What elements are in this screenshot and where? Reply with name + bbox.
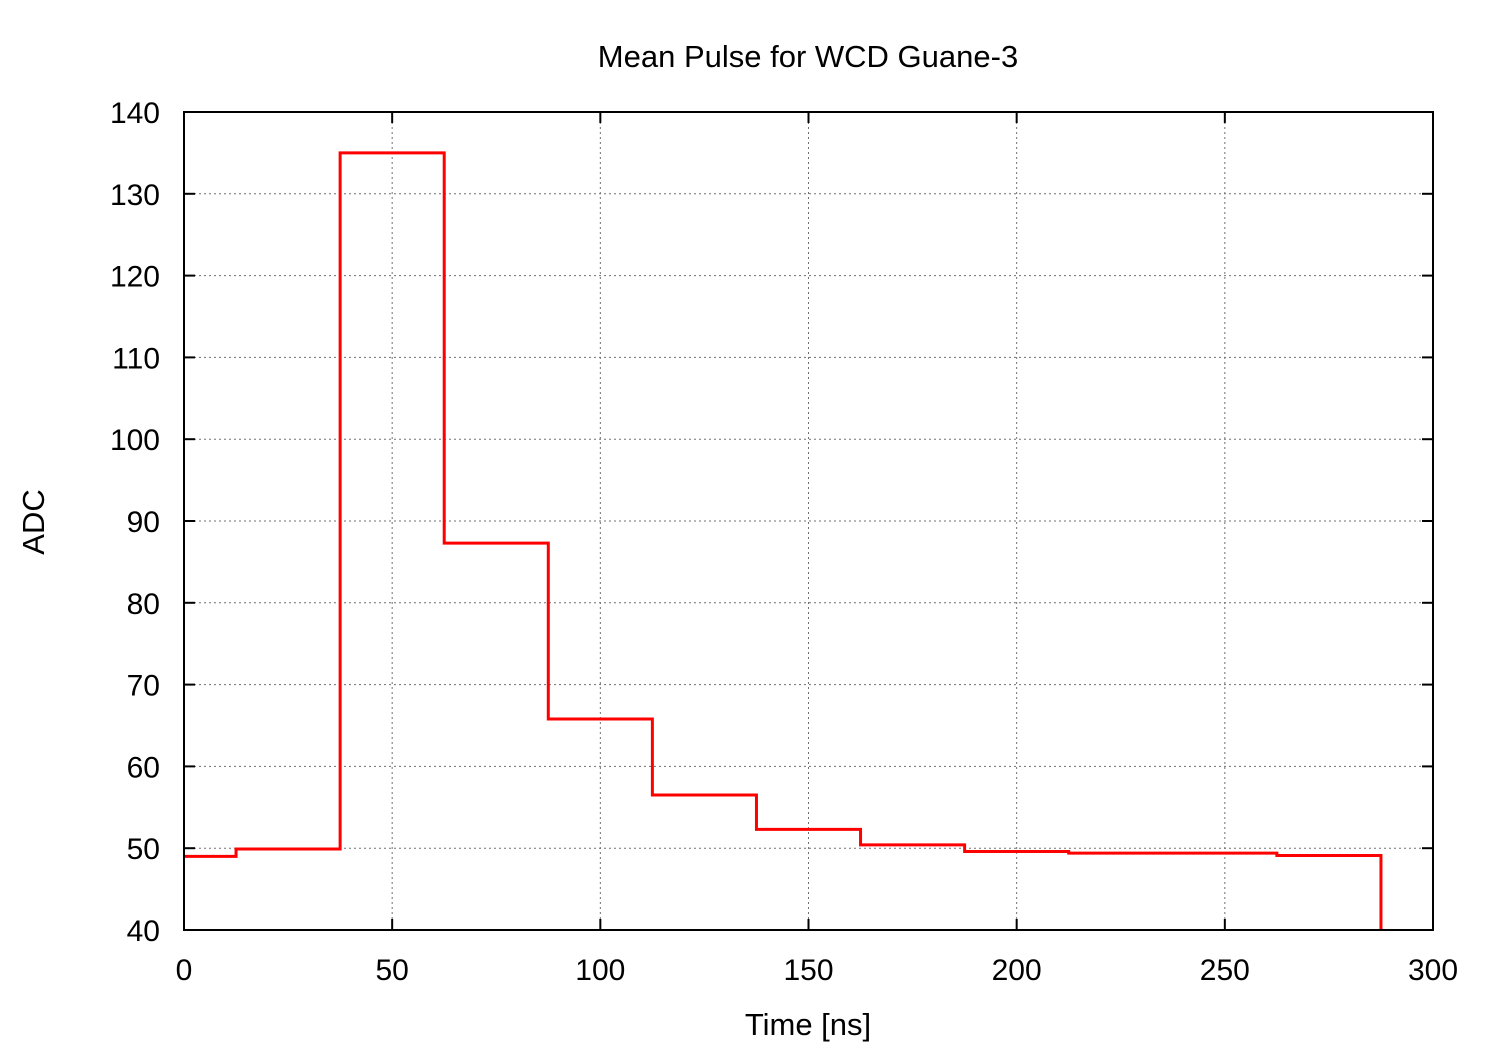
y-axis-title: ADC — [16, 489, 51, 554]
y-tick-label: 60 — [127, 751, 160, 784]
x-axis-title: Time [ns] — [745, 1007, 871, 1042]
x-tick-label: 150 — [783, 954, 833, 987]
y-tick-label: 70 — [127, 670, 160, 703]
y-tick-label: 140 — [110, 97, 160, 130]
x-tick-label: 300 — [1408, 954, 1458, 987]
y-tick-label: 50 — [127, 833, 160, 866]
x-tick-label: 100 — [575, 954, 625, 987]
x-tick-label: 250 — [1200, 954, 1250, 987]
y-tick-label: 110 — [112, 342, 160, 375]
x-tick-label: 200 — [992, 954, 1042, 987]
chart-title: Mean Pulse for WCD Guane-3 — [598, 39, 1018, 74]
y-tick-label: 130 — [110, 179, 160, 212]
y-tick-label: 80 — [127, 588, 160, 621]
series-line — [184, 151, 1383, 930]
x-tick-label: 0 — [176, 954, 193, 987]
series-layer — [184, 151, 1383, 930]
grid — [184, 112, 1433, 930]
y-tick-label: 40 — [127, 915, 160, 948]
ticks: 0 50 100 150 200 250 300 40 50 60 70 80 90 100 110 120 1… — [110, 97, 1458, 987]
x-tick-label: 50 — [375, 954, 408, 987]
y-tick-label: 120 — [110, 261, 160, 294]
y-tick-label: 90 — [127, 506, 160, 539]
y-tick-label: 100 — [110, 424, 160, 457]
